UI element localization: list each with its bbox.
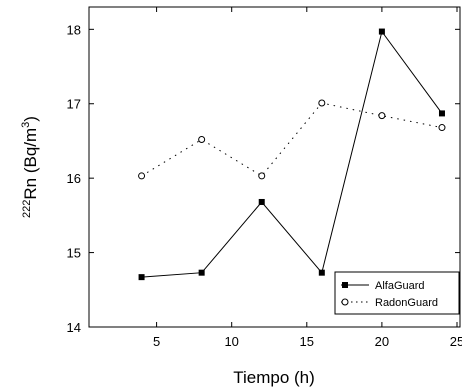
point-radonguard-5	[438, 124, 446, 132]
y-axis-title: 222Rn (Bq/m3)	[20, 116, 40, 218]
y-axis-title-exponent: 3	[20, 122, 32, 128]
point-radonguard-1	[198, 135, 206, 143]
x-tick-label-5: 5	[153, 334, 160, 349]
y-tick-label-18: 18	[67, 22, 81, 37]
legend-label-radonguard: RadonGuard	[375, 297, 438, 309]
series-line-alfaguard	[141, 30, 443, 278]
legend-label-alfaguard: AlfaGuard	[375, 280, 425, 292]
y-tick-label-16: 16	[67, 171, 81, 186]
point-alfaguard-5	[438, 110, 445, 117]
point-alfaguard-3	[318, 269, 325, 276]
plot-frame	[88, 6, 461, 328]
x-tick-label-20: 20	[375, 334, 389, 349]
y-axis-title-isotope: 222	[21, 200, 33, 218]
y-axis-ticks: 14 15 16 17 18	[67, 22, 460, 335]
x-tick-label-15: 15	[300, 334, 314, 349]
series-line-radonguard	[141, 102, 443, 177]
point-radonguard-4	[378, 112, 386, 120]
y-tick-label-15: 15	[67, 246, 81, 261]
series-layer	[138, 28, 446, 281]
x-axis-ticks: 5 10 15 20 25	[153, 7, 462, 349]
point-radonguard-2	[258, 172, 266, 180]
legend-box	[334, 271, 460, 315]
y-axis-title-main: Rn (Bq/m	[21, 128, 40, 200]
y-tick-label-14: 14	[67, 320, 81, 335]
x-tick-label-10: 10	[224, 334, 238, 349]
x-tick-label-25: 25	[450, 334, 462, 349]
point-alfaguard-0	[138, 274, 145, 281]
point-alfaguard-4	[378, 28, 385, 35]
y-tick-label-17: 17	[67, 97, 81, 112]
legend: AlfaGuard RadonGuard	[334, 271, 460, 315]
point-radonguard-0	[138, 172, 146, 180]
point-radonguard-3	[318, 99, 326, 107]
point-alfaguard-1	[198, 269, 205, 276]
legend-marker-alfaguard	[342, 282, 348, 288]
x-axis-title: Tiempo (h)	[233, 368, 315, 387]
legend-marker-radonguard	[341, 298, 349, 306]
point-alfaguard-2	[258, 198, 265, 205]
y-axis-title-close: )	[21, 116, 40, 122]
